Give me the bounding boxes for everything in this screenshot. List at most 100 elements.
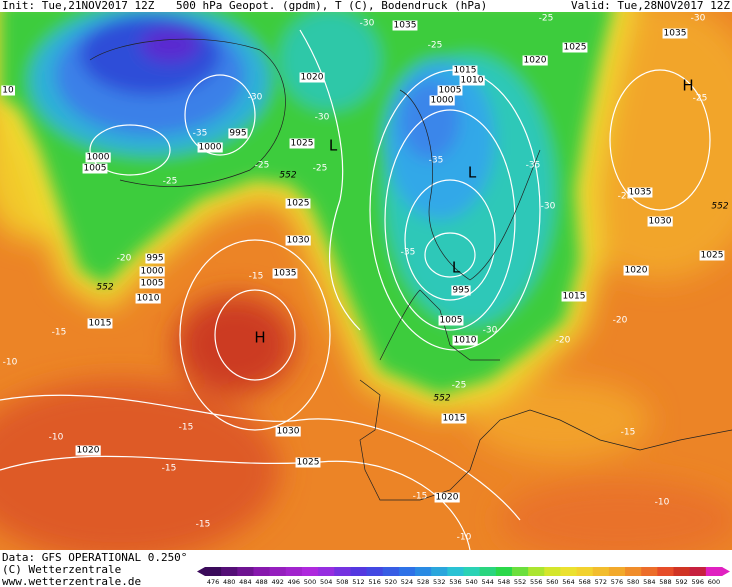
isobar [179,239,331,431]
pressure-label-box [699,250,725,261]
temperature-label: -35 [193,129,208,139]
colorbar-swatch [334,567,351,576]
colorbar-tick-label: 596 [692,578,704,586]
shade [500,480,732,550]
pressure-label-box [522,55,548,66]
colorbar-tick-label: 520 [385,578,397,586]
colorbar-swatch [544,567,561,576]
pressure-label: 1020 [301,73,324,83]
pressure-center: L [468,164,477,182]
temperature-label: -30 [541,202,556,212]
colorbar-swatch [366,567,384,576]
colorbar-tick-label: 564 [562,578,574,586]
colorbar-swatch [350,567,368,576]
pressure-label-box [285,235,311,246]
pressure-label: 1010 [454,336,477,346]
pressure-label-box [228,128,248,139]
temperature-label: -25 [452,381,467,391]
pressure-label-box [627,187,653,198]
colorbar-swatch [415,567,432,576]
pressure-label: 1025 [564,43,587,53]
pressure-label-box [85,152,111,163]
pressure-label: 1000 [87,153,110,163]
temperature-label: -15 [52,328,67,338]
pressure-label: 1000 [141,267,164,277]
pressure-label: 1025 [297,458,320,468]
colorbar-arrow-right [722,567,730,576]
temperature-label: -15 [179,423,194,433]
pressure-label-box [139,266,165,277]
temperature-label: -20 [556,336,571,346]
pressure-center: L [329,137,338,155]
pressure-label-box [437,85,463,96]
temperature-label: -30 [691,14,706,24]
pressure-label: 1000 [431,96,454,106]
website: www.wetterzentrale.de [2,575,141,587]
pressure-label-box [441,413,467,424]
colorbar-swatch [657,567,675,576]
colorbar-swatch [673,567,691,576]
isobar [384,109,516,331]
geopotential-label: 552 [96,283,113,293]
pressure-label-box [623,265,649,276]
pressure-label-box [451,285,471,296]
shade [280,12,380,110]
temperature-label: -30 [248,93,263,103]
temperature-label: -15 [621,428,636,438]
temperature-label: -25 [539,14,554,24]
pressure-label: 1020 [436,493,459,503]
colorbar-tick-label: 496 [288,578,300,586]
colorbar: 476 480 484 488 492 496 500 504 508 512 516 520 524 5… [197,567,730,586]
colorbar-swatch [705,567,723,576]
shade [0,380,280,550]
pressure-label: 1000 [199,143,222,153]
colorbar-swatch [398,567,416,576]
copyright: (C) Wetterzentrale [2,563,121,576]
pressure-label: 1010 [137,294,160,304]
pressure-label: 1030 [287,236,310,246]
pressure-label-box [561,291,587,302]
pressure-label: 1025 [287,199,310,209]
pressure-label: 995 [146,254,163,264]
colorbar-swatch [689,567,707,576]
pressure-label-box [272,268,298,279]
coastline [89,38,286,187]
colorbar-tick-label: 492 [271,578,283,586]
pressure-label: 1030 [649,217,672,227]
temperature-label: -25 [163,177,178,187]
colorbar-tick-label: 536 [449,578,461,586]
init-label: Init: Tue,21NOV2017 12Z [2,0,155,12]
colorbar-swatch [221,567,238,576]
coastline [399,89,541,281]
temperature-label: -20 [117,254,132,264]
temperature-label: -30 [483,326,498,336]
pressure-label-box [459,75,485,86]
pressure-label-box [434,492,460,503]
pressure-label: 995 [452,286,469,296]
colorbar-swatch [431,567,448,576]
pressure-label-box [452,335,478,346]
colorbar-tick-label: 524 [401,578,413,586]
temperature-label: -15 [249,272,264,282]
pressure-label-box [452,65,478,76]
pressure-label-box [1,85,15,96]
colorbar-tick-label: 560 [546,578,558,586]
pressure-label: 1010 [461,76,484,86]
temperature-label: -35 [526,161,541,171]
pressure-label: 10 [2,86,14,96]
temperature-label: -10 [3,358,18,368]
temperature-label: -10 [49,433,64,443]
colorbar-swatch [608,567,626,576]
colorbar-tick-label: 548 [498,578,510,586]
colorbar-tick-label: 600 [708,578,720,586]
colorbar-tick-label: 544 [482,578,494,586]
temperature-label: -30 [315,113,330,123]
pressure-center: H [682,77,693,95]
pressure-label-box [145,253,165,264]
pressure-center: H [254,329,265,347]
pressure-label-box [392,20,418,31]
colorbar-tick-label: 476 [207,578,219,586]
colorbar-tick-label: 500 [304,578,316,586]
isobar [424,232,476,278]
colorbar-swatch [237,567,254,576]
